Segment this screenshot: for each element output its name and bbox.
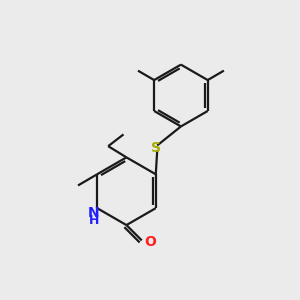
Text: H: H [88,214,99,227]
Text: O: O [144,235,156,249]
Text: S: S [151,141,161,155]
Text: N: N [88,206,99,220]
